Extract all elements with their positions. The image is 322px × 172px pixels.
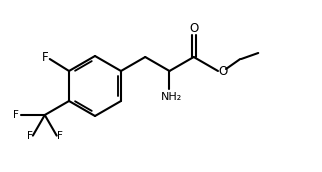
Text: F: F: [13, 110, 19, 120]
Text: O: O: [218, 64, 228, 78]
Text: NH₂: NH₂: [161, 92, 182, 102]
Text: O: O: [189, 22, 198, 35]
Text: F: F: [57, 131, 62, 141]
Text: F: F: [27, 131, 33, 141]
Text: F: F: [42, 51, 48, 63]
